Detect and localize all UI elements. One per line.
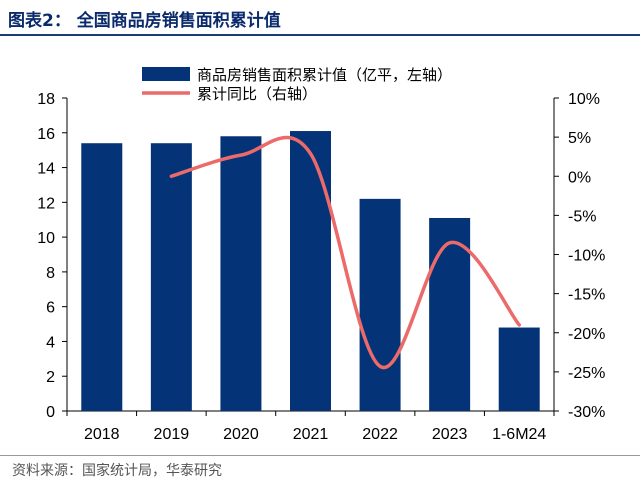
left-tick-label: 6 <box>46 300 55 317</box>
yoy-growth-line <box>169 135 521 370</box>
bar-2020 <box>220 136 262 411</box>
bar-2021 <box>290 131 331 412</box>
left-tick-label: 12 <box>37 195 55 212</box>
right-tick-label: 5% <box>568 130 591 147</box>
footer-divider <box>0 455 640 456</box>
right-tick-label: 10% <box>568 91 600 108</box>
right-tick-label: -25% <box>568 365 605 382</box>
left-tick-label: 8 <box>46 265 55 282</box>
x-tick-label: 2022 <box>362 426 398 443</box>
legend-line-label: 累计同比（右轴） <box>197 86 317 103</box>
left-tick-label: 0 <box>46 404 55 421</box>
x-tick-label: 2018 <box>84 426 120 443</box>
right-tick-label: -20% <box>568 326 605 343</box>
legend-bar-label: 商品房销售面积累计值（亿平，左轴） <box>197 67 452 84</box>
right-tick-label: -15% <box>568 287 605 304</box>
left-tick-label: 4 <box>46 334 55 351</box>
x-tick-label: 1-6M24 <box>492 426 546 443</box>
bar-1-6M24 <box>498 327 540 411</box>
left-tick-label: 14 <box>37 161 55 178</box>
x-tick-label: 2019 <box>154 426 190 443</box>
source-note: 资料来源：国家统计局，华泰研究 <box>12 463 222 479</box>
left-tick-label: 18 <box>37 91 55 108</box>
chart: 0 2 4 6 8 10 12 14 16 18 -30% -25% -20% -15% -10% -5% 0%… <box>37 67 605 443</box>
x-tick-label: 2021 <box>293 426 329 443</box>
bar-2022 <box>359 198 401 411</box>
bar-2023 <box>429 217 471 411</box>
chart-title: 图表2： 全国商品房销售面积累计值 <box>8 11 281 31</box>
right-tick-label: -10% <box>568 248 605 265</box>
x-tick-label: 2020 <box>223 426 259 443</box>
title-divider <box>0 34 640 36</box>
left-tick-label: 10 <box>37 230 55 247</box>
x-tick-label: 2023 <box>432 426 468 443</box>
left-tick-label: 16 <box>37 126 55 143</box>
bar-2018 <box>81 143 123 411</box>
right-tick-label: 0% <box>568 169 591 186</box>
left-tick-label: 2 <box>46 369 55 386</box>
right-tick-label: -30% <box>568 404 605 421</box>
right-tick-label: -5% <box>568 208 596 225</box>
legend-bar-swatch <box>142 67 190 81</box>
bar-2019 <box>150 143 192 411</box>
